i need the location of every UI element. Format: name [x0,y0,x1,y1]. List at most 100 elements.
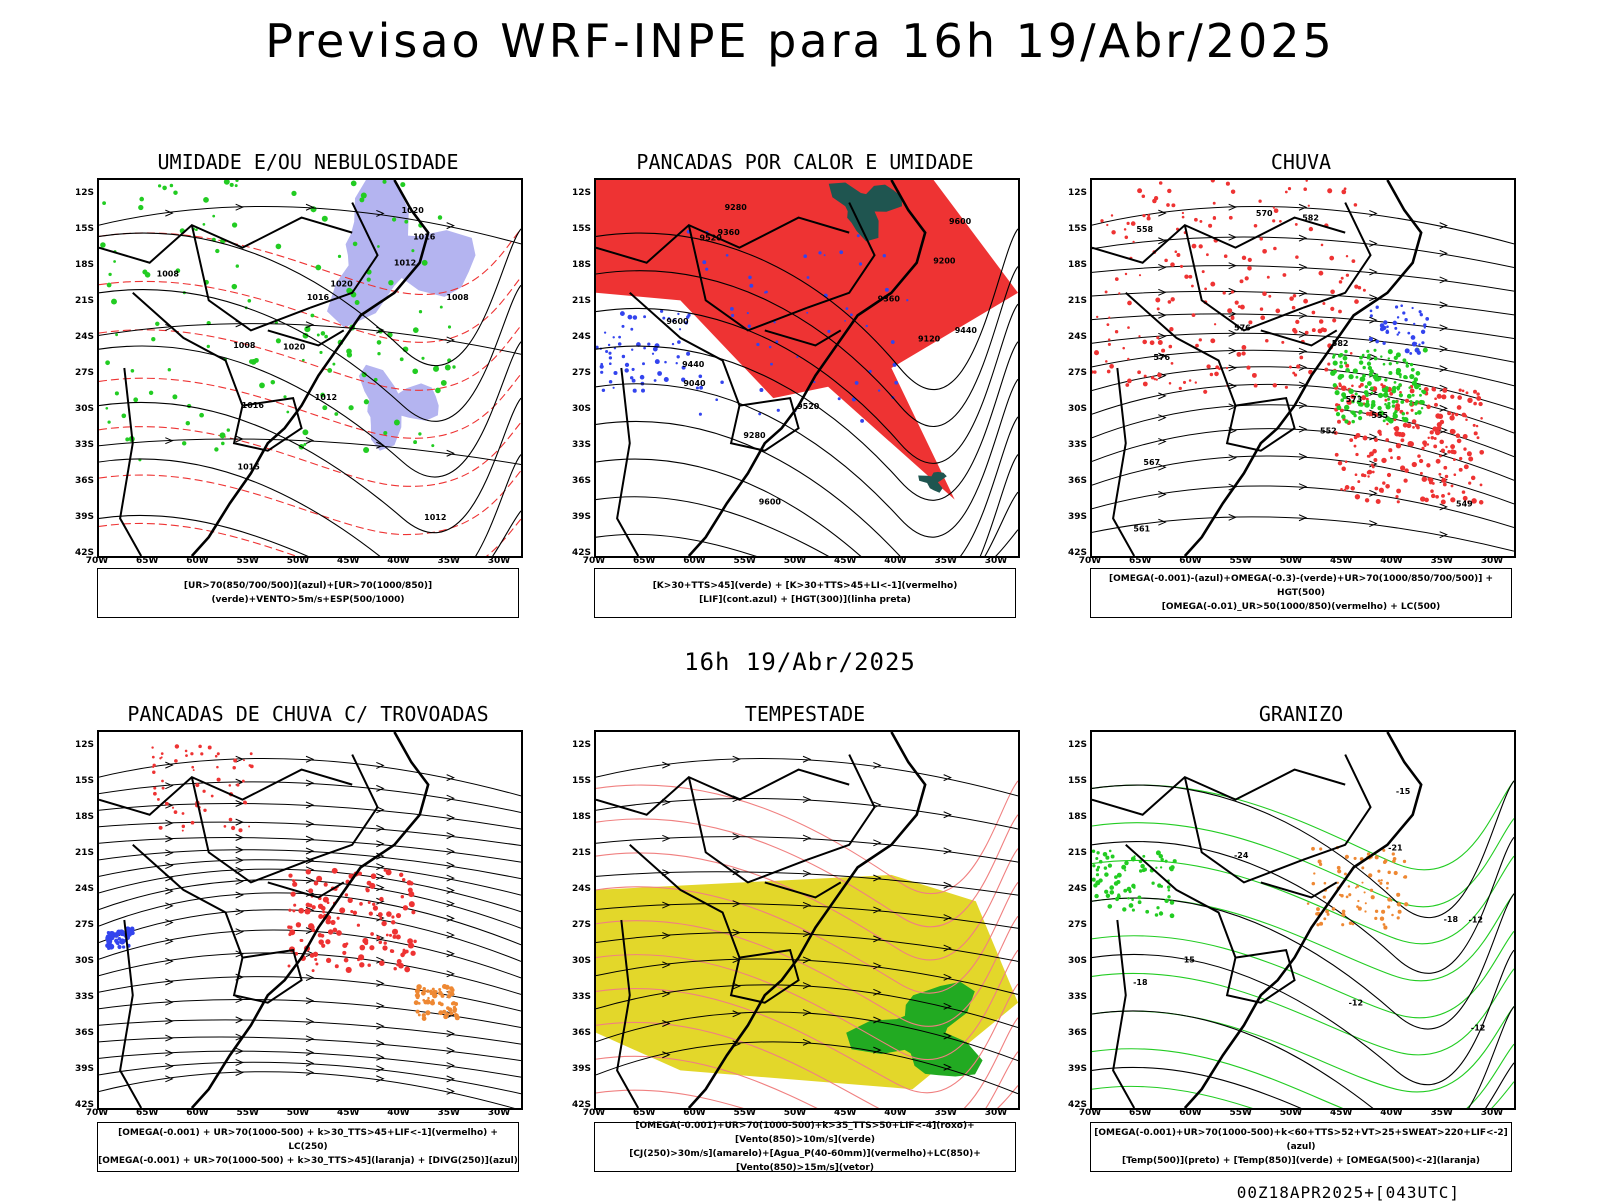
1-contour-label: 9600 [759,497,782,506]
chuva-speck [1353,444,1357,448]
chuva-speck [1381,387,1387,393]
tempestade-isoline-0 [596,780,1018,894]
umidade-speck [310,313,315,318]
trovoadas-lon-tick: 50W [286,1108,310,1118]
chuva-arrow [1228,233,1237,241]
pancadas-calor-speck [667,317,671,320]
tempestade-arrow [802,834,812,842]
1-contour-label: 9360 [878,294,901,303]
chuva-speck [1441,394,1447,400]
granizo-speck [1095,873,1100,877]
trovoadas-arrow [446,814,455,822]
pancadas-calor-speck [865,324,868,328]
granizo-speck [1160,857,1164,862]
trovoadas-speck [367,901,371,904]
umidade-speck [413,440,418,445]
trovoadas-speck [243,800,247,805]
tempestade-arrow [662,990,671,998]
trovoadas-arrow [305,1049,315,1056]
granizo-speck [1351,922,1355,926]
chuva-lat-tick: 30S [1067,404,1087,414]
chuva-panel-title: CHUVA [1270,150,1332,174]
granizo-speck [1092,864,1096,868]
umidade-speck [321,215,328,222]
umidade-lat-tick: 39S [74,512,94,522]
trovoadas-speck [357,958,360,962]
tempestade-legend: [OMEGA(-0.001)+UR>70(1000-500)+k>35_TTS>… [594,1121,1016,1173]
humidity-high-area [327,180,476,328]
trovoadas-speck [411,910,416,915]
trovoadas-speck [442,1009,447,1014]
chuva-speck [1385,484,1390,489]
chuva-speck [1137,188,1143,194]
granizo-speck [1353,856,1357,860]
trovoadas-arrow [446,1030,455,1038]
umidade-speck [105,406,109,410]
chuva-speck [1107,338,1111,341]
umidade-arrow [446,222,455,230]
granizo-speck [1357,899,1360,903]
pancadas-calor-speck [770,362,773,366]
trovoadas-arrow [165,862,174,870]
granizo-speck [1170,865,1175,870]
chuva-speck [1378,432,1382,436]
trovoadas-speck [372,902,376,906]
chuva-speck [1324,367,1329,372]
trovoadas-lon-tick: 40W [387,1108,410,1118]
granizo-isoline-0 [1092,780,1514,919]
granizo-speck [1130,856,1136,862]
granizo-speck [1396,892,1401,897]
chuva-arrow [1439,324,1448,332]
granizo-isoline-4 [1092,930,1514,1019]
2-contour-label: 570 [1256,209,1273,218]
chuva-speck [1292,371,1296,375]
tempestade-arrow [873,1016,882,1024]
tempestade-arrow [802,755,812,763]
chuva-speck [1203,389,1208,394]
chuva-speck [1190,284,1194,288]
umidade-speck [169,183,174,188]
granizo-speck [1392,856,1397,861]
chuva-speck [1137,370,1141,375]
pancadas-calor-speck [657,371,662,376]
chuva-speck [1181,211,1185,215]
trovoadas-border-6 [119,919,143,1108]
umidade-panel-title: UMIDADE E/OU NEBULOSIDADE [157,150,459,174]
chuva-speck [1369,314,1373,318]
chuva-streamline-3 [1092,290,1514,316]
trovoadas-arrow [446,950,455,958]
chuva-speck [1395,443,1402,449]
pancadas-calor-lat-tick: 24S [571,332,591,342]
chuva-arrow [1439,249,1448,257]
umidade-speck [226,428,231,432]
chuva-streamline-13 [1092,516,1514,552]
chuva-speck [1381,457,1387,464]
umidade-speck [320,392,325,398]
pancadas-calor-border-3 [729,396,800,452]
pancadas-calor-speck [639,374,645,380]
trovoadas-panel-title: PANCADAS DE CHUVA C/ TROVOADAS [127,702,489,726]
trovoadas-streamline-6 [99,859,521,896]
trovoadas-speck [113,932,120,938]
chuva-speck [1470,475,1476,481]
tempestade-arrow [873,935,882,943]
trovoadas-arrow [376,761,385,769]
trovoadas-speck [399,872,404,877]
chuva-speck [1478,401,1483,407]
umidade-speck [303,442,307,446]
chuva-arrow [1298,289,1308,297]
umidade-lon-tick: 55W [236,556,259,566]
5-contour-label: -12 [1469,916,1483,925]
0-contour-label: 1020 [402,206,425,215]
chuva-speck [1341,414,1346,420]
chuva-speck [1430,436,1435,440]
trovoadas-speck [153,791,157,796]
chuva-speck [1351,400,1355,404]
trovoadas-streamline-12 [99,952,521,995]
trovoadas-speck [330,919,336,925]
chuva-arrow [1228,347,1237,355]
trovoadas-legend-line: [OMEGA(-0.001) + UR>70(1000-500) + k>30_… [118,1128,498,1152]
trovoadas-speck [350,909,354,914]
trovoadas-arrow [235,755,244,763]
0-contour-label: 1015 [238,463,261,472]
